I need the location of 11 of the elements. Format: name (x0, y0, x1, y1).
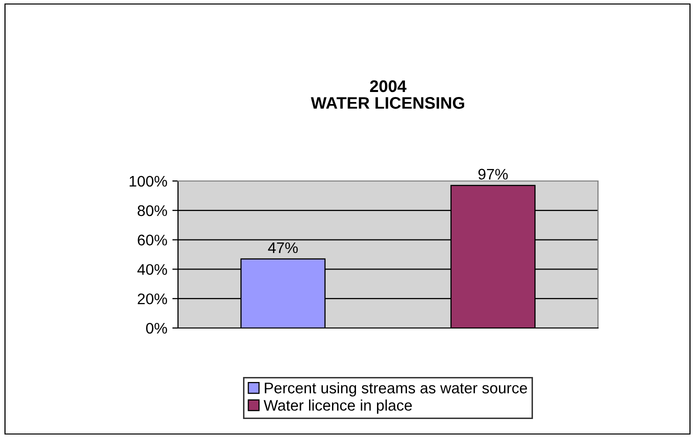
y-tick-label: 40% (137, 264, 168, 275)
y-tick-label: 80% (138, 205, 168, 216)
y-tick-label: 0% (146, 322, 168, 334)
legend-label: Percent using streams as water source (264, 382, 528, 396)
y-tick-label: 100% (130, 176, 168, 187)
legend-label: Water licence in place (264, 400, 412, 414)
y-tick-label: 20% (138, 293, 168, 304)
y-tick-label: 60% (138, 234, 168, 246)
data-label: 97% (478, 168, 508, 180)
data-label: 47% (268, 242, 298, 254)
chart-title: 2004 WATER LICENSING (310, 80, 464, 109)
